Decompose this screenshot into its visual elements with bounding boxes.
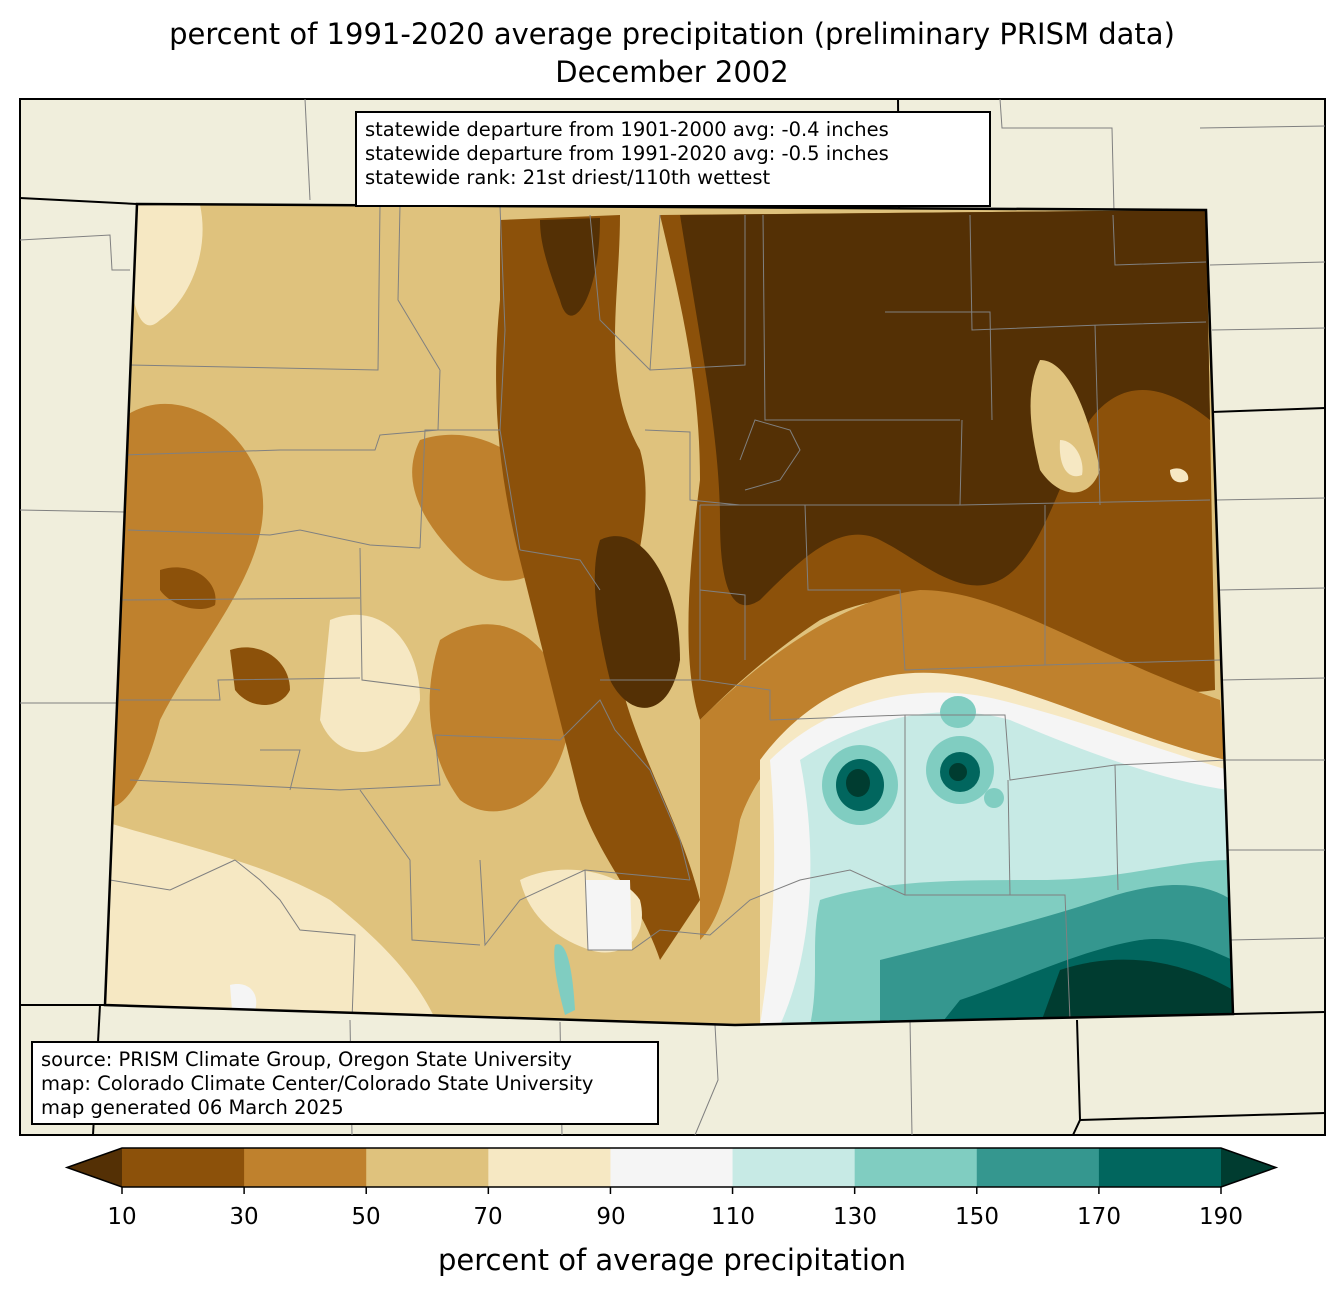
colorbar-tick: 90 [596, 1204, 626, 1230]
colorbar-tick: 50 [351, 1204, 381, 1230]
colorado-border [103, 202, 1235, 1027]
colorbar-segment [854, 1148, 978, 1187]
colorbar-segment [244, 1148, 367, 1187]
statewide-rank: statewide rank: 21st driest/110th wettes… [365, 166, 771, 189]
colorbar-tick: 30 [229, 1204, 259, 1230]
colorbar-segment [732, 1148, 856, 1187]
colorbar-tick: 170 [1077, 1204, 1121, 1230]
colorbar-tick: 150 [955, 1204, 999, 1230]
departure-1991-2020: statewide departure from 1991-2020 avg: … [365, 142, 889, 165]
colorbar-label: percent of average precipitation [437, 1243, 907, 1277]
colorbar-segment [366, 1148, 489, 1187]
colorbar-tick: 190 [1199, 1204, 1243, 1230]
generated-date-line: map generated 06 March 2025 [41, 1096, 344, 1119]
colorbar-segment [122, 1148, 245, 1187]
colorbar-tick: 70 [473, 1204, 503, 1230]
departure-1901-2000: statewide departure from 1901-2000 avg: … [365, 118, 889, 141]
colorbar-extend-high [1221, 1148, 1276, 1187]
colorbar-segment [1098, 1148, 1222, 1187]
colorbar-segment [976, 1148, 1100, 1187]
colorbar-extend-low [67, 1148, 122, 1187]
source-box: source: PRISM Climate Group, Oregon Stat… [31, 1041, 659, 1125]
map-subtitle: December 2002 [555, 55, 789, 89]
map-credit-line: map: Colorado Climate Center/Colorado St… [41, 1072, 594, 1095]
neighbor-county-lines [19, 98, 1326, 1136]
map-title: percent of 1991-2020 average precipitati… [169, 17, 1175, 51]
colorbar-tick: 10 [107, 1204, 137, 1230]
colorbar-tick: 130 [833, 1204, 877, 1230]
colorbar-segment [610, 1148, 734, 1187]
colorbar-segment [488, 1148, 611, 1187]
county-lines [109, 205, 1229, 1021]
colorbar-tick: 110 [711, 1204, 755, 1230]
source-line: source: PRISM Climate Group, Oregon Stat… [41, 1048, 572, 1071]
statewide-stats-box: statewide departure from 1901-2000 avg: … [355, 111, 991, 207]
